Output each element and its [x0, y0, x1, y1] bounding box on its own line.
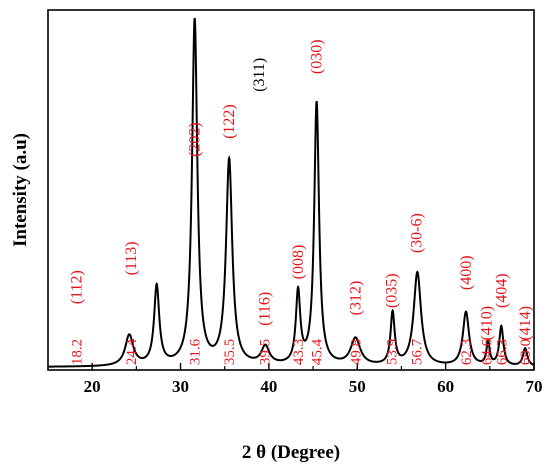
x-tick-label: 40: [260, 377, 277, 396]
peak-position-label: 53.9: [385, 339, 401, 365]
plot-frame: [47, 9, 535, 371]
hkl-label: (202): [187, 122, 204, 157]
x-tick-label: 30: [172, 377, 189, 396]
hkl-label: (312): [348, 281, 365, 316]
hkl-label: (311): [251, 58, 268, 92]
hkl-label: (30-6): [409, 213, 426, 253]
hkl-label: (030): [309, 39, 326, 74]
hkl-label: (113): [123, 241, 140, 275]
peak-position-label: 39.5: [258, 339, 274, 365]
hkl-labels: (112) (113) (202) (122) (311) (116) (008) (030)…: [68, 39, 534, 340]
peak-position-label: 18.2: [69, 339, 85, 365]
intensity-curve: [48, 17, 534, 368]
peak-position-label: 43.3: [291, 339, 307, 365]
x-axis: 20 30 40 50 60 70: [47, 363, 543, 396]
x-tick-label: 20: [84, 377, 101, 396]
hkl-label: (116): [257, 292, 274, 326]
peak-position-label: 24.4: [124, 338, 140, 365]
peak-position-label: 35.5: [222, 339, 238, 365]
hkl-label: (112): [68, 270, 85, 304]
peak-position-label: 62.3: [459, 339, 475, 365]
peak-position-label: 31.6: [188, 338, 204, 365]
peak-position-label: 69.0: [518, 339, 534, 365]
hkl-label: (035): [384, 273, 401, 308]
x-tick-label: 60: [437, 377, 454, 396]
hkl-label: (122): [221, 104, 238, 139]
hkl-label: (008): [290, 245, 307, 280]
peak-position-label: 66.3: [494, 339, 510, 365]
hkl-label: (404): [493, 273, 510, 308]
hkl-label: (410): [478, 306, 495, 341]
y-axis-title: Intensity (a.u): [10, 133, 31, 247]
hkl-label: (414): [517, 306, 534, 341]
peak-position-labels: 18.2 24.4 31.6 35.5 39.5 43.3 45.4 49.8 53.9 56.7…: [69, 338, 534, 365]
peak-position-label: 64.6: [479, 338, 495, 365]
peak-position-label: 56.7: [410, 338, 426, 365]
peak-position-label: 49.8: [349, 339, 365, 365]
x-axis-title: 2 θ (Degree): [242, 442, 340, 463]
peak-position-label: 45.4: [310, 338, 326, 365]
diffraction-pattern: [48, 17, 534, 368]
x-tick-label: 70: [526, 377, 543, 396]
x-tick-label: 50: [349, 377, 366, 396]
hkl-label: (400): [458, 255, 475, 290]
